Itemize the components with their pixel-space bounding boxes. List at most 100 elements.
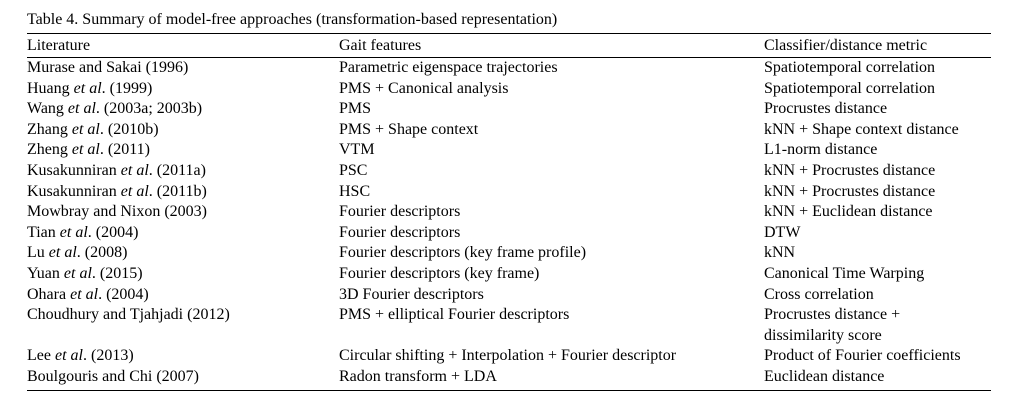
et-al-text: et al [67, 100, 96, 118]
year-text: . (2011) [99, 141, 150, 159]
year-text: . (1999) [101, 79, 153, 97]
cell-classifier: Procrustes distance [764, 99, 991, 120]
table-row: Murase and Sakai (1996) Parametric eigens… [27, 57, 991, 79]
cell-gait-features: PSC [339, 161, 368, 179]
cell-literature: Murase and Sakai (1996) [27, 57, 339, 79]
et-al-text: et al [71, 120, 100, 138]
cell-gait-features: Fourier descriptors [339, 223, 461, 241]
table-row: Lu et al. (2008) Fourier descriptors (key… [27, 243, 991, 264]
cell-literature: Choudhury and Tjahjadi (2012) [27, 305, 339, 346]
classifier-line: L1-norm distance [764, 141, 878, 159]
cell-classifier: kNN + Procrustes distance [764, 182, 991, 203]
classifier-line: Procrustes distance + [764, 306, 901, 324]
table-row: Zhang et al. (2010b) PMS + Shape context k… [27, 120, 991, 141]
classifier-line: dissimilarity score [764, 326, 882, 344]
table-row: Mowbray and Nixon (2003) Fourier descript… [27, 202, 991, 223]
et-al-text: et al [71, 141, 100, 159]
cell-gait-features: Fourier descriptors (key frame profile) [339, 244, 587, 262]
year-text: . (2003a; 2003b) [95, 100, 203, 118]
table-row: Zheng et al. (2011) VTM L1-norm distance [27, 140, 991, 161]
table-header-rule [27, 57, 991, 58]
cell-gait-features: HSC [339, 182, 371, 200]
author-text: Choudhury and Tjahjadi (2012) [27, 306, 230, 324]
classifier-line: Spatiotemporal correlation [764, 79, 936, 97]
table-header-row: Literature Gait features Classifier/dist… [27, 34, 991, 57]
cell-gait-features: PMS + Canonical analysis [339, 79, 509, 97]
cell-classifier: Procrustes distance + dissimilarity score [764, 305, 991, 346]
cell-gait-features: Fourier descriptors (key frame) [339, 264, 540, 282]
et-al-text: et al [73, 79, 102, 97]
cell-gait-features: PMS [339, 100, 372, 118]
table-bottom-rule [27, 390, 991, 391]
cell-classifier: Spatiotemporal correlation [764, 57, 991, 79]
table-row: Kusakunniran et al. (2011a) PSC kNN + Proc… [27, 161, 991, 182]
year-text: . (2004) [98, 285, 149, 303]
cell-literature: Zheng et al. (2011) [27, 140, 339, 161]
cell-classifier: Product of Fourier coefficients [764, 346, 991, 367]
cell-literature: Lu et al. (2008) [27, 243, 339, 264]
cell-gait-features: VTM [339, 141, 375, 159]
cell-gait-features: Fourier descriptors [339, 203, 461, 221]
header-literature: Literature [27, 37, 91, 54]
cell-gait-features: Parametric eigenspace trajectories [339, 59, 558, 76]
classifier-line: kNN + Shape context distance [764, 120, 959, 138]
table-row: Kusakunniran et al. (2011b) HSC kNN + Proc… [27, 182, 991, 203]
cell-literature: Mowbray and Nixon (2003) [27, 202, 339, 223]
et-al-text: et al [59, 223, 88, 241]
cell-literature: Kusakunniran et al. (2011b) [27, 182, 339, 203]
author-text: Kusakunniran [27, 161, 121, 179]
classifier-line: Procrustes distance [764, 100, 888, 118]
cell-classifier: Euclidean distance [764, 367, 991, 388]
et-al-text: et al [54, 347, 83, 365]
classifier-line: Euclidean distance [764, 367, 885, 385]
author-text: Tian [27, 223, 60, 241]
et-al-text: et al [70, 285, 99, 303]
classifier-line: kNN + Euclidean distance [764, 203, 933, 221]
classifier-line: kNN + Procrustes distance [764, 161, 936, 179]
cell-classifier: L1-norm distance [764, 140, 991, 161]
author-text: Murase and Sakai (1996) [27, 59, 189, 76]
classifier-line: kNN + Procrustes distance [764, 182, 936, 200]
classifier-line: Spatiotemporal correlation [764, 59, 936, 76]
cell-classifier: Cross correlation [764, 285, 991, 306]
cell-gait-features: PMS + Shape context [339, 120, 479, 138]
table-body: Murase and Sakai (1996) Parametric eigens… [27, 57, 991, 388]
cell-classifier: DTW [764, 223, 991, 244]
year-text: . (2015) [91, 264, 143, 282]
classifier-line: Canonical Time Warping [764, 264, 925, 282]
cell-literature: Zhang et al. (2010b) [27, 120, 339, 141]
cell-literature: Kusakunniran et al. (2011a) [27, 161, 339, 182]
et-al-text: et al [48, 244, 77, 262]
table-row: Choudhury and Tjahjadi (2012) PMS + ellip… [27, 305, 991, 346]
classifier-line: DTW [764, 223, 801, 241]
year-text: . (2013) [82, 347, 134, 365]
year-text: . (2010b) [99, 120, 159, 138]
year-text: . (2004) [87, 223, 139, 241]
header-gait-features: Gait features [339, 37, 422, 54]
cell-literature: Wang et al. (2003a; 2003b) [27, 99, 339, 120]
cell-classifier: Canonical Time Warping [764, 264, 991, 285]
table-row: Yuan et al. (2015) Fourier descriptors (k… [27, 264, 991, 285]
cell-gait-features: Radon transform + LDA [339, 367, 497, 385]
table-top-rule [27, 33, 991, 34]
et-al-text: et al [120, 161, 149, 179]
cell-classifier: kNN [764, 243, 991, 264]
table-caption: Table 4. Summary of model-free approache… [27, 11, 558, 28]
author-text: Yuan [27, 264, 64, 282]
cell-literature: Tian et al. (2004) [27, 223, 339, 244]
cell-literature: Boulgouris and Chi (2007) [27, 367, 339, 388]
table-row: Huang et al. (1999) PMS + Canonical analy… [27, 79, 991, 100]
cell-gait-features: Circular shifting + Interpolation + Four… [339, 347, 677, 365]
cell-classifier: kNN + Euclidean distance [764, 202, 991, 223]
cell-literature: Huang et al. (1999) [27, 79, 339, 100]
author-text: Zhang [27, 120, 72, 138]
author-text: Zheng [27, 141, 72, 159]
cell-classifier: kNN + Procrustes distance [764, 161, 991, 182]
author-text: Lu [27, 244, 49, 262]
cell-gait-features: PMS + elliptical Fourier descriptors [339, 306, 570, 324]
table-row: Lee et al. (2013) Circular shifting + Int… [27, 346, 991, 367]
cell-literature: Yuan et al. (2015) [27, 264, 339, 285]
classifier-line: kNN [764, 244, 796, 262]
et-al-text: et al [120, 182, 149, 200]
cell-classifier: Spatiotemporal correlation [764, 79, 991, 100]
